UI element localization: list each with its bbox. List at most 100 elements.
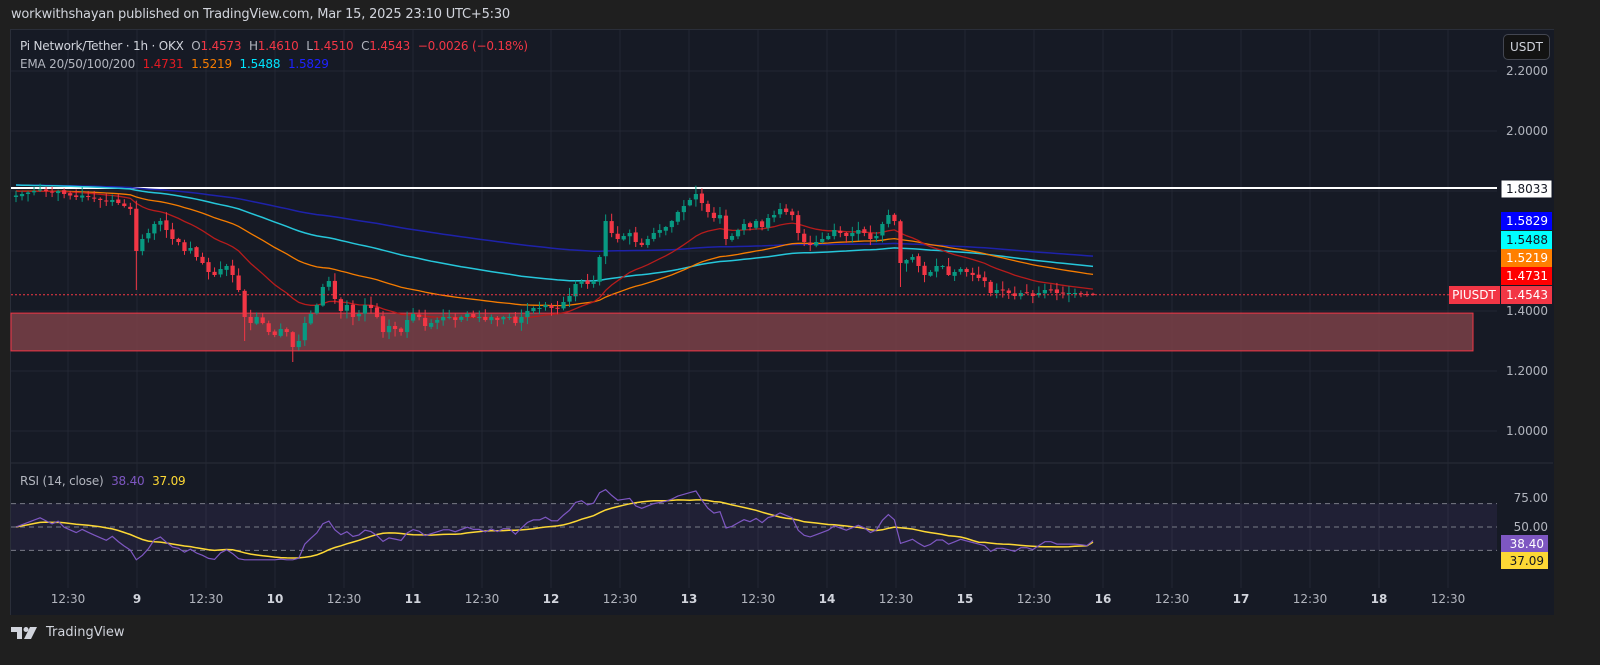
candle xyxy=(802,233,807,242)
candle xyxy=(820,239,825,243)
candle xyxy=(735,230,741,237)
candle xyxy=(170,229,175,239)
candle xyxy=(392,325,398,329)
candle xyxy=(1072,293,1078,294)
candle xyxy=(248,316,253,323)
candle xyxy=(122,203,127,206)
candle xyxy=(639,242,644,245)
candle xyxy=(80,195,85,198)
candle xyxy=(543,305,548,308)
time-axis-label: 17 xyxy=(1233,592,1250,606)
candle xyxy=(164,220,169,230)
candle xyxy=(465,314,470,318)
candle xyxy=(146,233,151,239)
candle xyxy=(350,304,356,317)
candle xyxy=(86,195,91,197)
currency-button[interactable]: USDT xyxy=(1503,34,1550,60)
candle xyxy=(272,331,277,335)
candle xyxy=(946,266,951,275)
candle xyxy=(134,208,139,251)
high-value: 1.4610 xyxy=(257,39,299,53)
candle xyxy=(850,233,855,237)
candle xyxy=(1060,292,1066,294)
candle xyxy=(886,215,891,224)
candle xyxy=(417,314,422,317)
candle xyxy=(994,290,999,293)
candle xyxy=(513,316,518,323)
close-value: 1.4543 xyxy=(369,39,411,53)
candle xyxy=(13,195,19,197)
main-legend: Pi Network/Tether · 1h · OKX O1.4573 H1.… xyxy=(20,39,528,53)
candle xyxy=(1012,293,1017,296)
candle xyxy=(633,232,638,242)
candle xyxy=(862,229,867,233)
candle xyxy=(489,317,494,321)
price-axis-label: 2.0000 xyxy=(1506,124,1548,138)
candle xyxy=(525,311,530,318)
rsi-label[interactable]: RSI (14, close) xyxy=(20,474,104,488)
symbol-title[interactable]: Pi Network/Tether · 1h · OKX xyxy=(20,39,184,53)
svg-text:1.4731: 1.4731 xyxy=(1506,269,1548,283)
tradingview-logo[interactable]: TradingView xyxy=(11,625,125,640)
candle xyxy=(37,189,43,191)
price-axis-label: 2.2000 xyxy=(1506,64,1548,78)
candle xyxy=(778,209,783,215)
open-label: O xyxy=(191,39,201,53)
candle xyxy=(314,305,319,314)
candle xyxy=(386,326,392,333)
support-zone-box[interactable] xyxy=(10,312,1474,352)
ema100-value: 1.5488 xyxy=(239,57,281,71)
candle xyxy=(453,317,458,320)
tradingview-logo-icon xyxy=(11,626,37,639)
candle xyxy=(699,193,705,203)
candle xyxy=(471,313,476,317)
ema20-value: 1.4731 xyxy=(142,57,184,71)
candle xyxy=(200,256,205,263)
candle xyxy=(597,257,602,282)
price-tag-1-4543: 1.4543 PIUSDT xyxy=(1449,286,1552,304)
time-axis-label: 12:30 xyxy=(327,592,362,606)
candle xyxy=(56,191,61,194)
candle xyxy=(808,242,813,245)
candle xyxy=(435,320,440,323)
candle xyxy=(651,233,656,239)
candle xyxy=(898,221,903,263)
candle xyxy=(615,233,620,239)
open-value: 1.4573 xyxy=(200,39,242,53)
time-axis-label: 12 xyxy=(543,592,560,606)
svg-text:50.00: 50.00 xyxy=(1514,520,1548,534)
candle xyxy=(531,308,536,312)
price-tag-1-5829: 1.5829 xyxy=(1501,212,1552,230)
svg-text:75.00: 75.00 xyxy=(1514,491,1548,505)
candle xyxy=(194,247,199,257)
candle xyxy=(567,296,572,302)
candle xyxy=(158,221,163,225)
candle xyxy=(501,317,506,320)
candle xyxy=(579,281,584,284)
candle xyxy=(892,214,897,221)
candle xyxy=(1042,290,1047,294)
price-tag-1-4731: 1.4731 xyxy=(1501,267,1552,285)
candle xyxy=(332,280,337,299)
ema-label[interactable]: EMA 20/50/100/200 xyxy=(20,57,136,71)
candle xyxy=(266,323,271,332)
candle xyxy=(976,274,981,278)
candle xyxy=(561,302,566,309)
candle xyxy=(747,223,753,227)
candle xyxy=(790,211,795,215)
svg-text:38.40: 38.40 xyxy=(1510,537,1544,551)
price-tag-1-8033: 1.8033 xyxy=(1500,179,1553,199)
candle xyxy=(958,269,963,272)
svg-text:1.5829: 1.5829 xyxy=(1506,214,1548,228)
candle xyxy=(338,299,344,311)
svg-text:PIUSDT: PIUSDT xyxy=(1452,288,1496,302)
time-axis-label: 10 xyxy=(267,592,284,606)
candle xyxy=(260,317,265,323)
candle xyxy=(495,317,500,320)
candle xyxy=(49,191,55,193)
ema200-value: 1.5829 xyxy=(287,57,329,71)
low-value: 1.4510 xyxy=(312,39,354,53)
candle xyxy=(1054,289,1060,293)
candle xyxy=(230,265,235,275)
